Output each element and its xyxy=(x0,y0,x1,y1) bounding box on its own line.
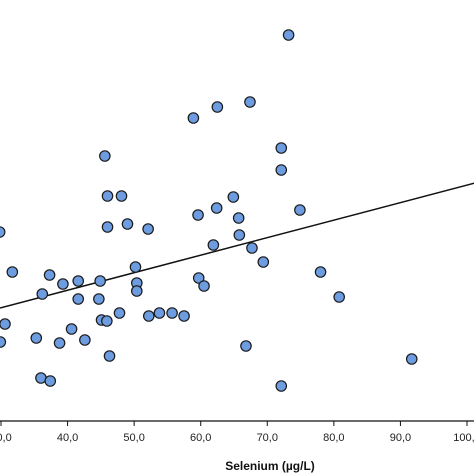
x-tick-label: 80,0 xyxy=(323,432,344,444)
data-point xyxy=(0,336,7,348)
data-point xyxy=(232,212,245,224)
data-point xyxy=(43,269,56,281)
data-point xyxy=(101,190,114,202)
data-point xyxy=(257,256,270,268)
data-point xyxy=(101,315,113,327)
data-point xyxy=(227,191,240,203)
data-point xyxy=(79,334,91,346)
data-point xyxy=(53,337,66,349)
data-point xyxy=(166,307,178,319)
data-point xyxy=(282,29,295,41)
data-point xyxy=(153,307,166,319)
trendline-layer xyxy=(0,182,474,309)
data-point xyxy=(240,340,252,352)
data-point xyxy=(131,285,143,297)
data-point xyxy=(207,239,220,251)
data-point xyxy=(44,375,57,387)
data-point xyxy=(294,204,306,216)
data-point xyxy=(65,323,78,335)
data-point xyxy=(333,291,345,303)
x-tick-label: 100,0 xyxy=(453,432,474,444)
data-point xyxy=(211,101,224,113)
data-point xyxy=(275,380,288,392)
data-point xyxy=(178,310,190,322)
x-tick-label: 40,0 xyxy=(57,432,78,444)
data-point xyxy=(72,275,85,287)
data-point xyxy=(103,350,116,362)
data-point xyxy=(115,190,128,202)
data-point xyxy=(129,261,142,273)
data-point xyxy=(244,96,256,108)
data-point xyxy=(233,229,246,241)
data-point xyxy=(275,142,288,154)
x-tick-label: 30,0 xyxy=(0,432,12,444)
x-tick-label: 50,0 xyxy=(123,432,144,444)
data-point xyxy=(101,221,114,233)
data-point xyxy=(30,332,43,344)
data-point xyxy=(113,307,126,319)
x-tick-label: 70,0 xyxy=(257,432,278,444)
data-point xyxy=(93,293,105,305)
data-point xyxy=(142,310,155,322)
data-point xyxy=(72,293,85,305)
x-axis-title: Selenium (µg/L) xyxy=(225,459,315,473)
data-point xyxy=(99,150,111,162)
data-point xyxy=(187,112,200,124)
data-point xyxy=(6,266,19,278)
data-point xyxy=(314,266,327,278)
data-point xyxy=(275,164,288,176)
data-point xyxy=(94,275,106,287)
regression-line xyxy=(0,182,474,309)
data-point xyxy=(142,223,154,235)
data-point xyxy=(121,218,134,230)
x-axis: 30,0 40,0 50,0 60,0 70,0 80,0 90,0 100,0 xyxy=(0,420,474,444)
data-point xyxy=(210,202,223,214)
data-point xyxy=(0,226,6,238)
data-point xyxy=(36,288,49,300)
data-point xyxy=(246,242,258,254)
data-point xyxy=(0,318,11,330)
data-point xyxy=(57,278,69,290)
x-tick-label: 90,0 xyxy=(390,432,411,444)
x-tick-label: 60,0 xyxy=(190,432,211,444)
data-point xyxy=(198,280,210,292)
data-point xyxy=(405,353,418,365)
data-point xyxy=(192,209,204,221)
data-points-layer xyxy=(0,29,418,392)
data-point xyxy=(192,272,205,284)
